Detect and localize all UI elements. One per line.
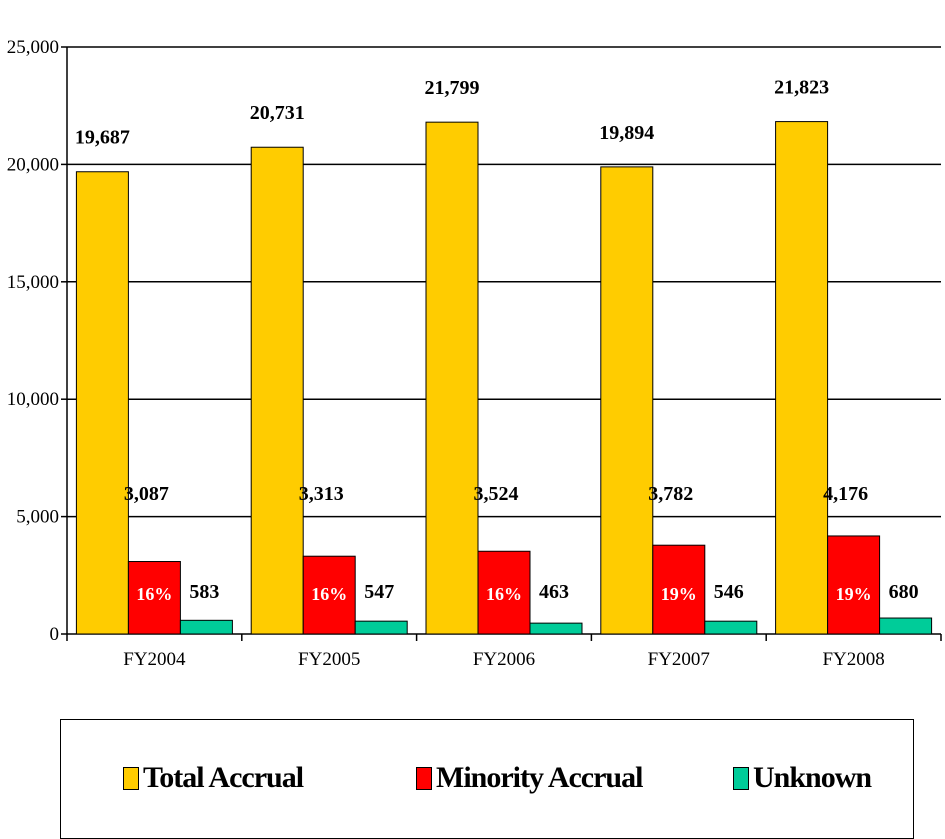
y-tick-label: 5,000 [16, 507, 59, 528]
x-tick-label: FY2008 [822, 649, 884, 670]
bar-unknown [879, 617, 933, 635]
bar-unknown [529, 622, 583, 635]
data-label-unknown: 546 [714, 581, 744, 603]
percent-label-minority-accrual: 19% [661, 584, 697, 604]
data-label-unknown: 583 [189, 581, 219, 603]
bar-total-accrual [600, 166, 654, 635]
bar-chart: 0 5,000 10,000 15,000 20,000 25,000 FY2004 19,6… [7, 37, 942, 670]
y-tick-label: 20,000 [7, 154, 59, 175]
data-label-total-accrual: 19,687 [75, 127, 130, 149]
legend-swatch-unknown [733, 766, 749, 790]
bar-minority-accrual [827, 535, 881, 635]
data-label-unknown: 547 [364, 581, 394, 603]
bar-minority-accrual [302, 555, 356, 635]
legend-swatch-total-accrual [123, 766, 139, 790]
percent-label-minority-accrual: 19% [836, 584, 872, 604]
y-tick-label: 25,000 [7, 37, 59, 58]
bar-total-accrual [250, 146, 304, 635]
x-tick-label: FY2005 [298, 649, 360, 670]
data-label-minority-accrual: 3,087 [124, 483, 169, 505]
bar-minority-accrual [477, 550, 531, 635]
data-label-minority-accrual: 4,176 [823, 483, 868, 505]
y-tick-label: 15,000 [7, 272, 59, 293]
legend: Total Accrual Minority Accrual Unknown [60, 719, 914, 839]
data-label-total-accrual: 21,799 [425, 77, 480, 99]
bar-unknown [179, 619, 233, 635]
legend-item-unknown: Unknown [733, 761, 872, 795]
legend-swatch-minority-accrual [416, 766, 432, 790]
data-label-total-accrual: 19,894 [599, 122, 654, 144]
data-label-total-accrual: 20,731 [250, 102, 305, 124]
legend-label-total-accrual: Total Accrual [143, 761, 304, 794]
legend-label-unknown: Unknown [753, 761, 872, 794]
legend-item-total-accrual: Total Accrual [123, 761, 304, 795]
y-tick-label: 10,000 [7, 389, 59, 410]
bar-unknown [704, 620, 758, 635]
bar-total-accrual [425, 121, 479, 635]
bar-unknown [354, 620, 408, 635]
percent-label-minority-accrual: 16% [486, 584, 522, 604]
percent-label-minority-accrual: 16% [136, 584, 172, 604]
bar-minority-accrual [127, 561, 181, 635]
legend-item-minority-accrual: Minority Accrual [416, 761, 643, 795]
percent-label-minority-accrual: 16% [311, 584, 347, 604]
data-label-unknown: 680 [889, 581, 919, 603]
x-tick-label: FY2006 [473, 649, 535, 670]
data-label-minority-accrual: 3,313 [299, 483, 344, 505]
data-label-total-accrual: 21,823 [774, 77, 829, 99]
data-label-minority-accrual: 3,782 [648, 483, 693, 505]
bar-total-accrual [75, 171, 129, 635]
x-tick-label: FY2004 [123, 649, 186, 670]
data-label-minority-accrual: 3,524 [474, 483, 519, 505]
data-label-unknown: 463 [539, 581, 569, 603]
y-tick-label: 0 [50, 624, 60, 645]
legend-label-minority-accrual: Minority Accrual [436, 761, 643, 794]
bar-minority-accrual [652, 544, 706, 635]
bar-total-accrual [775, 121, 829, 635]
x-tick-label: FY2007 [648, 649, 710, 670]
